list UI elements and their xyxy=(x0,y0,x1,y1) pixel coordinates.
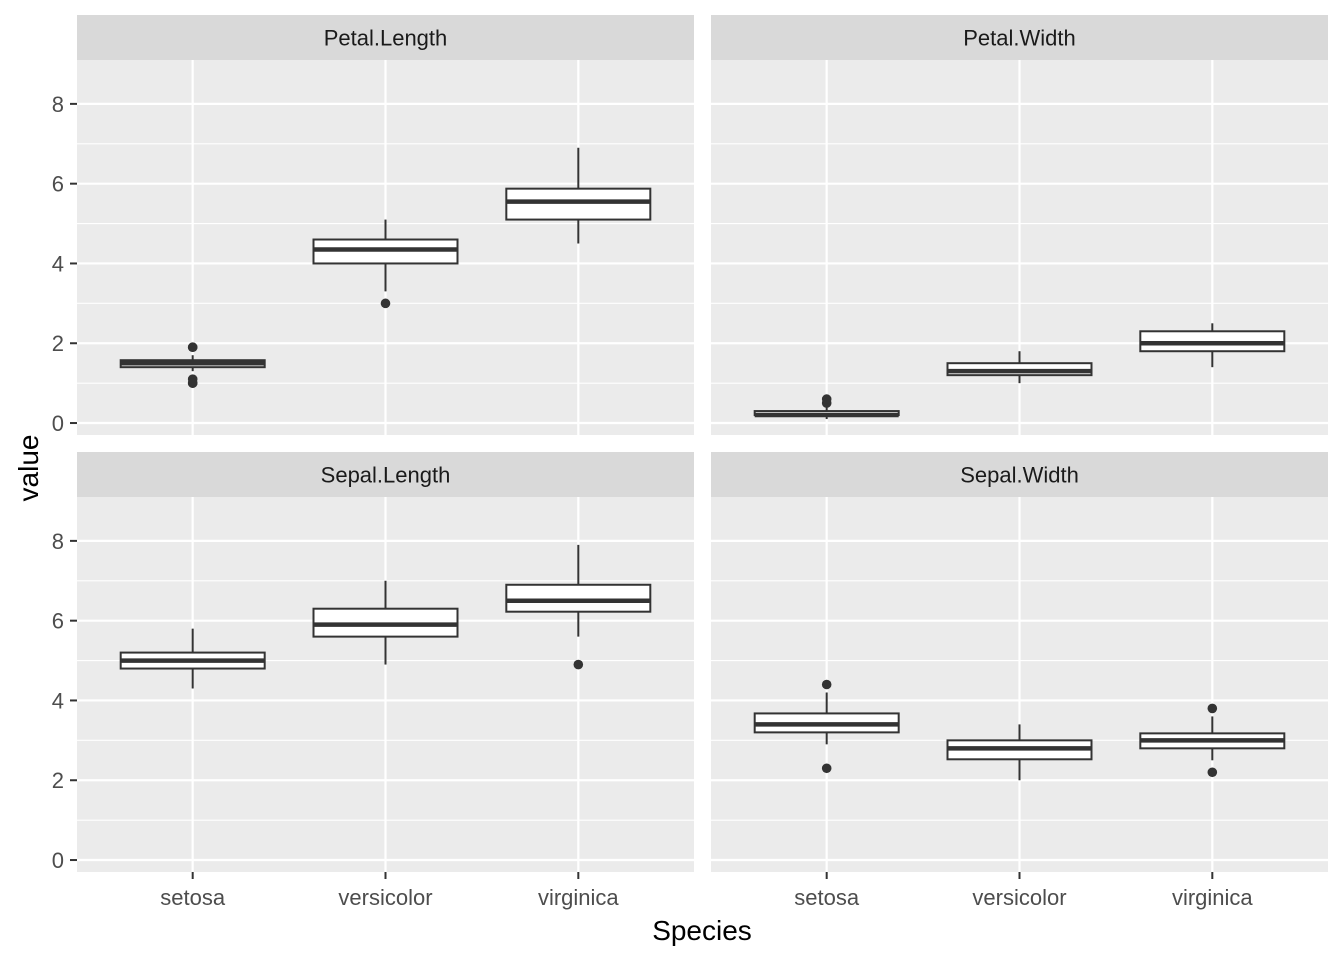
boxplot-versicolor xyxy=(946,351,1093,384)
outlier-point xyxy=(380,298,391,309)
y-axis-title: value xyxy=(13,435,44,502)
y-tick-label: 0 xyxy=(52,848,64,873)
x-tick-label: versicolor xyxy=(972,885,1066,910)
facet-strip xyxy=(711,15,1328,60)
facet-petal-width: Petal.Width xyxy=(711,15,1328,435)
y-tick-label: 8 xyxy=(52,92,64,117)
boxplot-versicolor xyxy=(946,724,1093,781)
y-tick-label: 6 xyxy=(52,609,64,634)
outlier-point xyxy=(1207,703,1218,714)
boxplot-virginica xyxy=(505,544,652,670)
facet-sepal-width: Sepal.Width setosa versicolor virginica xyxy=(711,452,1328,910)
y-tick-label: 2 xyxy=(52,331,64,356)
y-tick-label: 2 xyxy=(52,768,64,793)
y-tick-label: 4 xyxy=(52,251,64,276)
facet-strip xyxy=(77,15,694,60)
boxplot-setosa xyxy=(119,628,266,689)
outlier-point xyxy=(821,394,832,404)
boxplot-setosa xyxy=(119,342,266,388)
y-tick-label: 4 xyxy=(52,688,64,713)
facet-panels: Petal.Length 0 2 4 6 8 Petal.Width Sepal.Length… xyxy=(52,15,1328,910)
x-tick-label: versicolor xyxy=(338,885,432,910)
outlier-point xyxy=(187,378,198,388)
outlier-point xyxy=(821,679,832,690)
facet-strip xyxy=(711,452,1328,497)
x-tick-label: setosa xyxy=(794,885,860,910)
boxplot-versicolor xyxy=(312,219,459,309)
x-tick-label: setosa xyxy=(160,885,226,910)
boxplot-virginica xyxy=(1139,703,1286,778)
y-tick-label: 0 xyxy=(52,411,64,436)
outlier-point xyxy=(821,763,832,774)
outlier-point xyxy=(573,659,584,670)
x-tick-label: virginica xyxy=(538,885,619,910)
boxplot-versicolor xyxy=(312,580,459,665)
facet-strip-label: Petal.Width xyxy=(963,26,1076,51)
outlier-point xyxy=(1207,767,1218,778)
boxplot-virginica xyxy=(1139,323,1286,368)
facet-strip-label: Sepal.Width xyxy=(960,463,1079,488)
box-iqr xyxy=(505,583,652,613)
boxplot-setosa xyxy=(753,679,900,774)
y-tick-label: 8 xyxy=(52,529,64,554)
facet-petal-length: Petal.Length 0 2 4 6 8 xyxy=(52,15,694,436)
box-iqr xyxy=(505,187,652,221)
boxplot-setosa xyxy=(753,394,900,420)
facet-sepal-length: Sepal.Length 0 2 4 6 8 setosa versicolor virgini… xyxy=(52,452,694,910)
outlier-point xyxy=(187,342,198,353)
facet-strip xyxy=(77,452,694,497)
x-axis-title: Species xyxy=(652,915,752,946)
boxplot-virginica xyxy=(505,147,652,244)
y-tick-label: 6 xyxy=(52,172,64,197)
facet-strip-label: Sepal.Length xyxy=(321,463,451,488)
x-tick-label: virginica xyxy=(1172,885,1253,910)
facet-strip-label: Petal.Length xyxy=(324,26,448,51)
